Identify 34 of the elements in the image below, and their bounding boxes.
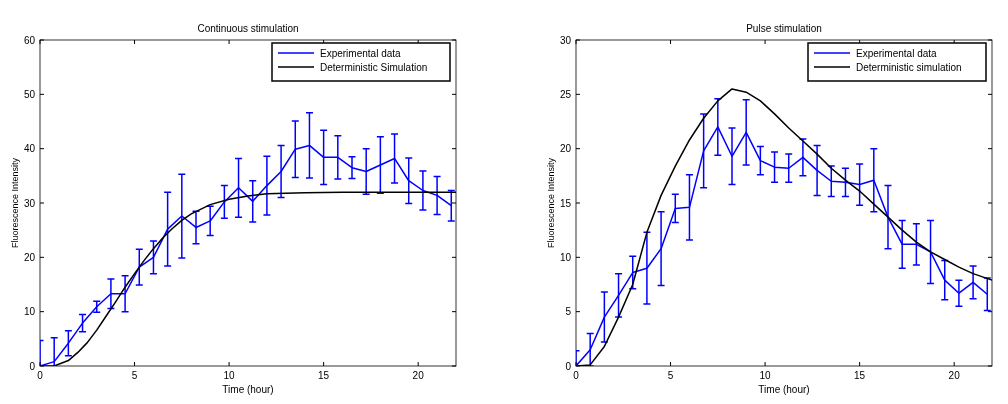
- legend-label: Deterministic Simulation: [320, 62, 428, 73]
- y-tick-label: 30: [23, 197, 36, 209]
- y-tick-label: 0: [29, 360, 36, 372]
- x-axis-title: Time (hour): [222, 384, 274, 395]
- y-tick-label: 5: [565, 306, 572, 318]
- chart-title: Pulse stimulation: [746, 23, 822, 34]
- y-tick-label: 15: [559, 197, 572, 209]
- y-tick-label: 10: [23, 306, 36, 318]
- x-tick-label: 15: [854, 370, 866, 381]
- y-tick-label: 50: [23, 88, 36, 100]
- x-axis-title: Time (hour): [758, 384, 810, 395]
- x-tick-label: 20: [412, 370, 425, 381]
- y-tick-label: 0: [565, 360, 572, 372]
- y-tick-label: 30: [559, 34, 572, 46]
- x-tick-label: 10: [223, 370, 236, 381]
- y-tick-label: 10: [559, 251, 572, 263]
- y-tick-label: 20: [559, 143, 572, 155]
- chart-title: Continuous stimulation: [197, 23, 299, 34]
- x-tick-label: 20: [948, 370, 961, 381]
- legend-label: Experimental data: [856, 48, 938, 59]
- y-axis-title: Fluorescence Intensity: [546, 157, 556, 249]
- legend-label: Experimental data: [320, 48, 402, 59]
- x-tick-label: 5: [667, 370, 674, 381]
- x-tick-label: 0: [37, 370, 44, 381]
- x-tick-label: 5: [131, 370, 138, 381]
- x-tick-label: 15: [318, 370, 330, 381]
- legend-label: Deterministic simulation: [856, 62, 962, 73]
- y-tick-label: 60: [23, 34, 36, 46]
- y-tick-label: 20: [23, 251, 36, 263]
- y-axis-title: Fluorescence Intensity: [10, 157, 20, 249]
- y-tick-label: 40: [23, 143, 36, 155]
- x-tick-label: 10: [759, 370, 772, 381]
- y-tick-label: 25: [559, 88, 572, 100]
- x-tick-label: 0: [573, 370, 580, 381]
